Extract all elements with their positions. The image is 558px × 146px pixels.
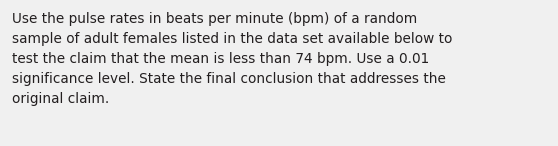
- Text: Use the pulse rates in beats per minute (bpm) of a random
sample of adult female: Use the pulse rates in beats per minute …: [12, 12, 453, 106]
